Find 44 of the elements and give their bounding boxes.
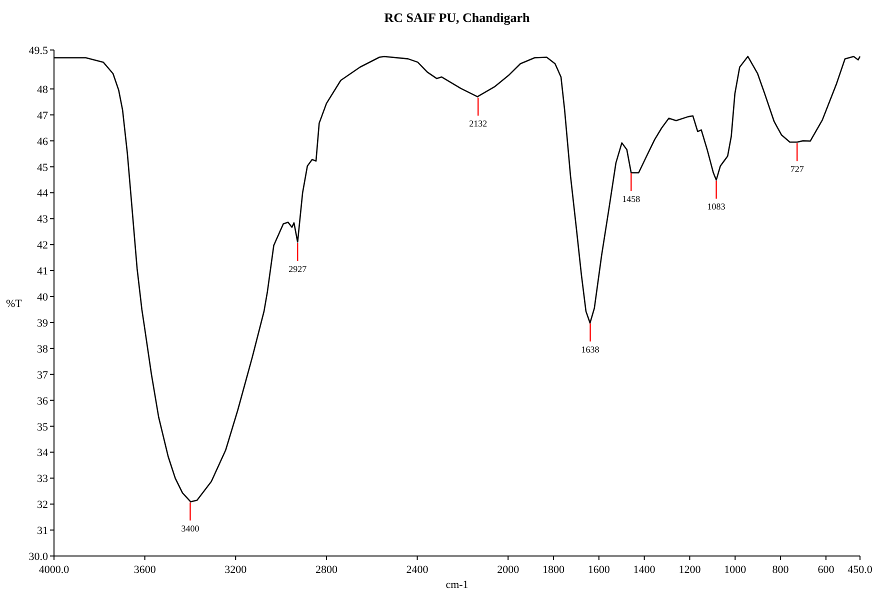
- y-tick-label: 34: [37, 447, 48, 460]
- annotation: 2927: [288, 264, 308, 274]
- annotation: 1083: [707, 202, 726, 212]
- annotation: 3400: [181, 524, 200, 534]
- y-tick-label: 43: [37, 214, 48, 226]
- y-tick-label: 33: [37, 473, 48, 486]
- annotation: 1458: [622, 194, 641, 204]
- x-tick-label: 3200: [224, 564, 248, 576]
- y-tick-label: 36: [37, 395, 48, 408]
- x-tick-label: 1800: [542, 564, 565, 576]
- x-tick-label: 1400: [633, 564, 656, 576]
- annotation: 2132: [469, 118, 488, 129]
- y-tick-label: 40: [37, 292, 48, 304]
- x-tick-label: 3600: [134, 564, 156, 576]
- y-tick-label: 47: [37, 110, 48, 122]
- y-tick-label: 44: [37, 188, 48, 200]
- y-tick-label: 32: [37, 499, 48, 512]
- x-tick-label: 1200: [678, 564, 702, 576]
- y-tick-label: 35: [37, 421, 48, 434]
- x-tick-label: 2800: [315, 564, 338, 576]
- annotation: 1638: [581, 344, 600, 354]
- x-tick-label: 450.0: [848, 564, 872, 576]
- annotation: 727: [790, 164, 804, 174]
- x-tick-label: 2400: [406, 564, 429, 576]
- x-tick-label: 4000.0: [38, 564, 70, 576]
- x-tick-label: 800: [772, 564, 790, 576]
- y-tick-label: 37: [37, 369, 48, 382]
- x-tick-label: 600: [818, 564, 835, 576]
- x-tick-label: 2000: [497, 564, 520, 576]
- y-tick-label: 45: [37, 162, 48, 174]
- y-tick-label: 41: [37, 266, 48, 278]
- x-axis-title: cm-1: [446, 579, 468, 591]
- x-tick-label: 1600: [588, 564, 610, 576]
- y-tick-label: 46: [37, 136, 48, 148]
- y-tick-label: 38: [37, 343, 48, 356]
- y-tick-label: 49.5: [28, 45, 48, 57]
- y-axis-title: %T: [6, 298, 22, 310]
- y-tick-label: 48: [37, 84, 48, 96]
- y-tick-label: 42: [37, 240, 48, 252]
- chart-title: RC SAIF PU, Chandigarh: [384, 10, 530, 25]
- x-tick-label: 1000: [724, 564, 747, 576]
- y-tick-label: 39: [37, 317, 48, 330]
- y-tick-label: 31: [37, 525, 48, 538]
- y-tick-label: 30.0: [28, 551, 48, 563]
